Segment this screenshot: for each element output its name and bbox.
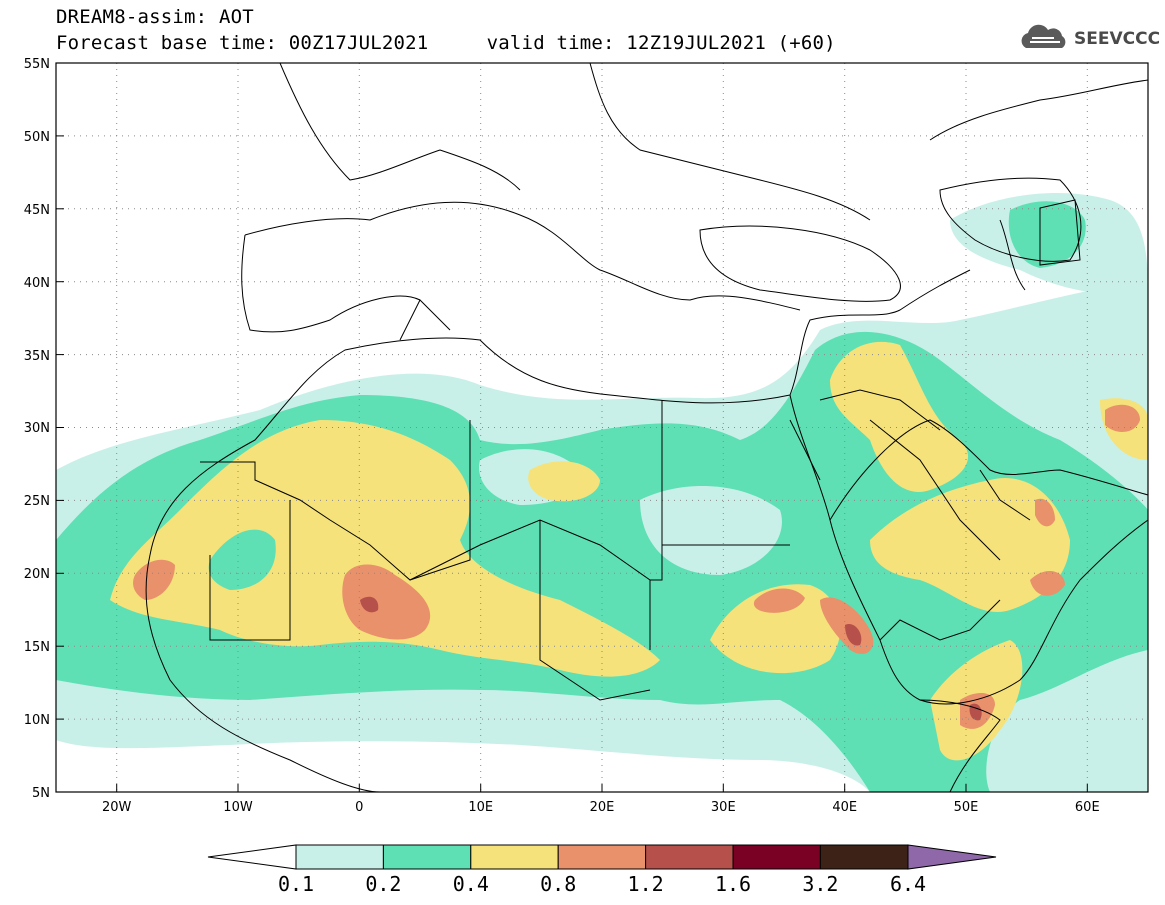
aot-band-0.8 (342, 564, 431, 640)
colorbar-segment (645, 844, 734, 870)
lon-label: 10W (223, 800, 253, 815)
chart-title: DREAM8-assim: AOT (56, 6, 254, 28)
colorbar-label: 0.8 (540, 872, 576, 896)
lat-label: 15N (24, 640, 50, 655)
lat-label: 45N (24, 203, 50, 218)
lat-label: 50N (24, 130, 50, 145)
lat-label: 20N (24, 567, 50, 582)
seevccc-logo: SEEVCCC (1018, 22, 1160, 56)
logo-text: SEEVCCC (1074, 29, 1161, 49)
lon-label: 60E (1075, 800, 1100, 815)
colorbar-segment (295, 844, 384, 870)
colorbar-max-arrow (907, 844, 997, 870)
lon-label: 0 (355, 800, 363, 815)
lat-labels: 55N 50N 45N 40N 35N 30N 25N 20N 15N 10N … (24, 57, 50, 801)
coastlines (145, 63, 1148, 792)
colorbar-label: 1.2 (628, 872, 664, 896)
colorbar-min-arrow (207, 844, 297, 870)
lat-label: 10N (24, 713, 50, 728)
country-borders (200, 199, 1081, 701)
colorbar-segment (382, 844, 472, 870)
colorbar-label: 0.4 (453, 872, 489, 896)
colorbar-label: 0.1 (278, 872, 314, 896)
aot-field (56, 192, 1148, 792)
colorbar-segment (732, 844, 821, 870)
colorbar-segment (557, 844, 647, 870)
colorbar-segment (819, 844, 909, 870)
cloud-logo-icon (1021, 24, 1066, 48)
lat-label: 40N (24, 276, 50, 291)
aot-band-1.2 (360, 596, 379, 613)
colorbar-label: 1.6 (715, 872, 751, 896)
forecast-time-line: Forecast base time: 00Z17JUL2021 valid t… (56, 32, 836, 54)
lat-label: 35N (24, 349, 50, 364)
lat-label: 30N (24, 421, 50, 436)
lon-label: 20W (102, 800, 132, 815)
lon-label: 50E (954, 800, 979, 815)
aot-band-0.4 (110, 420, 660, 677)
lat-label: 25N (24, 494, 50, 509)
lon-label: 30E (711, 800, 736, 815)
lat-label: 5N (32, 786, 50, 801)
colorbar: 0.1 0.2 0.4 0.8 1.2 1.6 3.2 6.4 (207, 844, 997, 896)
colorbar-label: 3.2 (802, 872, 838, 896)
lon-labels: 20W 10W 0 10E 20E 30E 40E 50E 60E (102, 800, 1100, 815)
map-grid (56, 63, 1148, 792)
lon-label: 20E (590, 800, 615, 815)
lon-label: 40E (832, 800, 857, 815)
tick-marks (56, 62, 1088, 793)
lat-label: 55N (24, 57, 50, 72)
colorbar-label: 0.2 (365, 872, 401, 896)
lon-label: 10E (468, 800, 493, 815)
colorbar-segment (470, 844, 559, 870)
colorbar-label: 6.4 (890, 872, 926, 896)
